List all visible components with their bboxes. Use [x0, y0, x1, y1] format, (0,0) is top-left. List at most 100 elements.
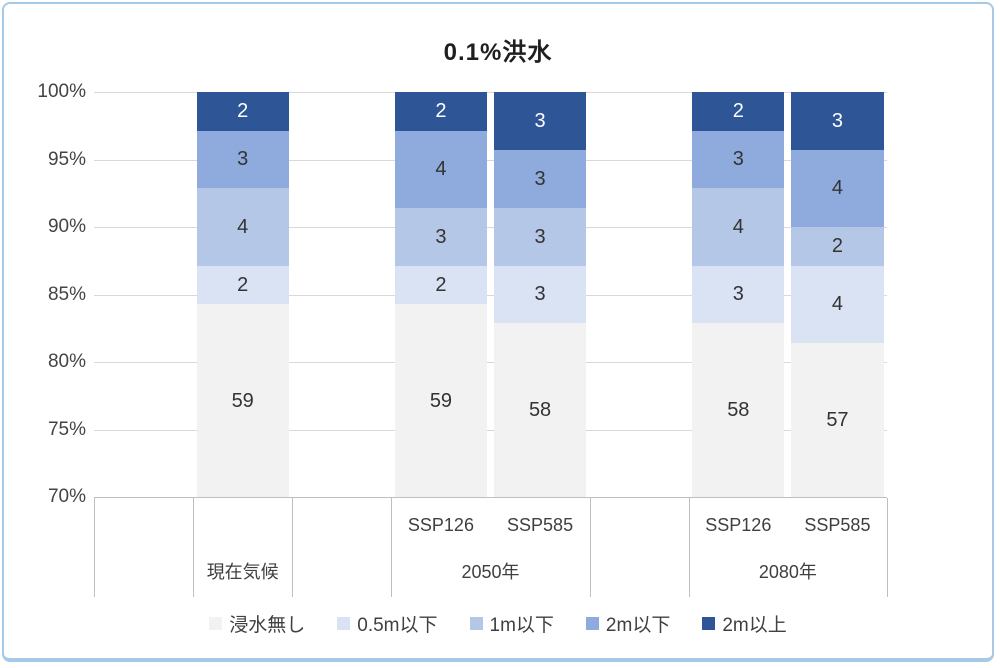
axis-cell-divider — [193, 498, 195, 597]
axis-cell-divider — [887, 498, 888, 597]
bar-segment-label: 3 — [435, 225, 447, 248]
bar-segment: 3 — [494, 149, 587, 208]
bar-segment: 4 — [394, 130, 487, 208]
chart-title: 0.1%洪水 — [443, 39, 553, 66]
legend-label: 浸水無し — [229, 615, 306, 636]
bar-segment: 3 — [494, 265, 587, 324]
bar-segment-label: 4 — [237, 215, 249, 238]
gridline — [94, 159, 887, 161]
axis-cell-divider — [391, 498, 393, 597]
axis-cell-divider — [292, 498, 294, 597]
bar-segment: 2 — [791, 227, 884, 266]
bar-segment-label: 2 — [831, 235, 843, 258]
bar-segment: 4 — [791, 149, 884, 227]
axis-group-label: 2080年 — [758, 562, 817, 582]
bar-1: 2 3 4 2 59 — [196, 92, 289, 497]
bar-segment-label: 4 — [732, 215, 744, 238]
bar-4: 2 3 4 3 58 — [692, 92, 785, 497]
legend-item: 2m以上 — [702, 610, 787, 637]
bar-segment: 59 — [394, 304, 487, 497]
bar-segment-label: 3 — [732, 148, 744, 171]
bar-segment-label: 3 — [831, 109, 843, 132]
bar-segment: 2 — [196, 265, 289, 305]
bar-segment-label: 4 — [435, 158, 447, 181]
bar-segment-label: 3 — [237, 148, 249, 171]
bar-segment: 3 — [791, 92, 884, 150]
axis-group-label: 2050年 — [461, 562, 520, 582]
legend: 浸水無し 0.5m以下 1m以下 2m以下 2m以上 — [4, 610, 992, 637]
y-axis-tick-label: 90% — [47, 216, 86, 237]
bar-segment-label: 4 — [831, 177, 843, 200]
gridline — [94, 429, 887, 431]
gridline — [94, 92, 887, 93]
legend-item: 0.5m以下 — [337, 610, 438, 637]
bar-segment: 2 — [394, 265, 487, 305]
bar-segment: 3 — [494, 207, 587, 266]
axis-scenario-label: SSP126 — [705, 514, 772, 535]
bar-segment: 59 — [196, 304, 289, 497]
gridline — [94, 294, 887, 296]
bar-3: 3 3 3 3 58 — [494, 92, 587, 497]
legend-swatch — [585, 617, 599, 630]
legend-label: 0.5m以下 — [357, 615, 438, 636]
y-axis-tick-label: 95% — [47, 148, 86, 170]
bar-segment: 2 — [692, 92, 785, 131]
legend-label: 2m以下 — [605, 615, 671, 636]
gridline — [94, 362, 887, 363]
bar-segment: 57 — [791, 342, 884, 497]
bar-segment-label: 2 — [435, 100, 447, 123]
plot-area: 2 3 4 2 59 2 4 3 2 59 3 3 3 3 58 2 3 4 3 58 3 4 2 4 57 — [94, 92, 887, 497]
bar-segment-label: 58 — [727, 399, 750, 422]
legend-item: 1m以下 — [469, 610, 554, 637]
bar-5: 3 4 2 4 57 — [791, 92, 884, 497]
legend-label: 1m以下 — [489, 615, 554, 636]
bar-segment-label: 3 — [534, 283, 546, 306]
bar-segment-label: 3 — [534, 167, 546, 190]
axis-group-label: 現在気候 — [206, 562, 279, 582]
bar-segment-label: 4 — [831, 293, 843, 316]
bar-segment-label: 2 — [435, 273, 447, 296]
y-axis-tick-label: 80% — [47, 351, 86, 372]
legend-swatch — [469, 617, 483, 630]
bar-segment-label: 59 — [231, 389, 254, 412]
bar-segment-label: 2 — [732, 100, 744, 123]
bar-segment: 58 — [692, 323, 785, 497]
bar-segment: 58 — [494, 323, 587, 497]
legend-swatch — [337, 617, 351, 630]
bar-segment-label: 3 — [732, 283, 744, 306]
bar-segment-label: 2 — [237, 273, 249, 296]
legend-item: 浸水無し — [209, 610, 305, 637]
bar-segment-label: 58 — [528, 399, 552, 422]
legend-label: 2m以上 — [722, 615, 787, 636]
legend-swatch — [209, 617, 223, 630]
bar-segment: 3 — [692, 130, 785, 189]
y-axis-tick-label: 100% — [37, 81, 86, 102]
axis-scenario-label: SSP126 — [407, 514, 474, 535]
bar-2: 2 4 3 2 59 — [394, 92, 487, 497]
legend-swatch — [702, 617, 716, 630]
y-axis-tick-label: 75% — [47, 418, 86, 440]
axis-cell-divider — [688, 498, 690, 597]
bar-segment: 2 — [394, 92, 487, 131]
bar-segment: 4 — [196, 188, 289, 266]
bar-segment: 3 — [692, 265, 785, 324]
y-axis-tick-label: 85% — [47, 283, 86, 305]
axis-cell-divider — [589, 498, 591, 597]
legend-item: 2m以下 — [585, 610, 671, 637]
gridline — [94, 227, 887, 228]
bar-segment: 2 — [196, 92, 289, 131]
x-axis-table: SSP126 SSP585 SSP126 SSP585 現在気候 2050年 2080年 — [94, 497, 888, 597]
bar-segment-label: 59 — [429, 389, 453, 412]
bar-segment-label: 57 — [826, 408, 849, 431]
bar-segment: 4 — [791, 265, 884, 343]
y-axis: 100% 95% 90% 85% 80% 75% 70% — [4, 4, 88, 658]
bar-segment-label: 3 — [534, 225, 546, 248]
bar-segment: 3 — [196, 130, 289, 189]
bar-segment: 3 — [494, 92, 587, 150]
bar-segment-label: 2 — [237, 100, 249, 123]
bar-segment-label: 3 — [534, 109, 546, 132]
bar-segment: 4 — [692, 188, 785, 266]
axis-cell-divider — [94, 498, 95, 597]
axis-scenario-label: SSP585 — [804, 514, 871, 535]
